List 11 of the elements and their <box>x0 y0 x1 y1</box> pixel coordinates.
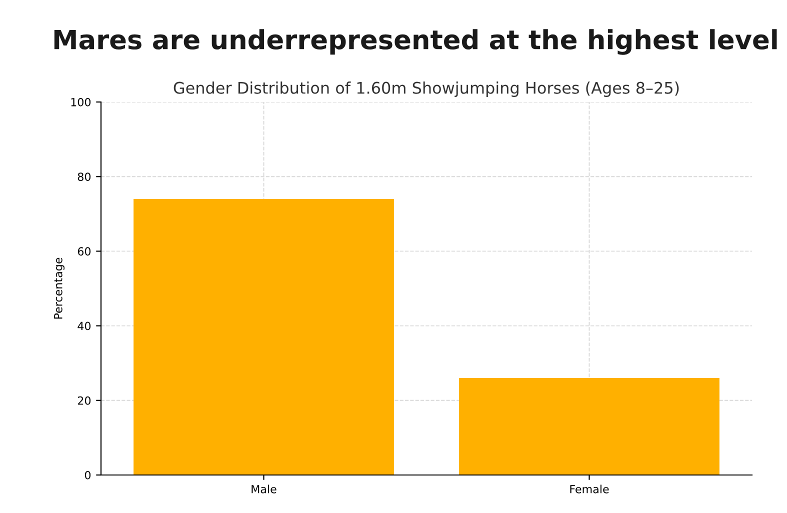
chart-subtitle: Gender Distribution of 1.60m Showjumping Horses (Ages 8–25) <box>174 82 679 97</box>
y-tick-label: 80 <box>78 172 91 181</box>
y-tick-label: 40 <box>78 322 91 330</box>
y-tick-label: 20 <box>78 396 91 405</box>
y-tick-label: 60 <box>78 247 91 256</box>
chart-title: Mares are underrepresented at the highest level <box>54 29 777 55</box>
y-axis-title: Percentage <box>54 258 65 319</box>
y-tick-label: 0 <box>84 470 91 480</box>
y-tick-label: 100 <box>71 98 91 106</box>
x-tick-label: Male <box>252 484 276 494</box>
x-tick-label: Female <box>570 484 609 494</box>
